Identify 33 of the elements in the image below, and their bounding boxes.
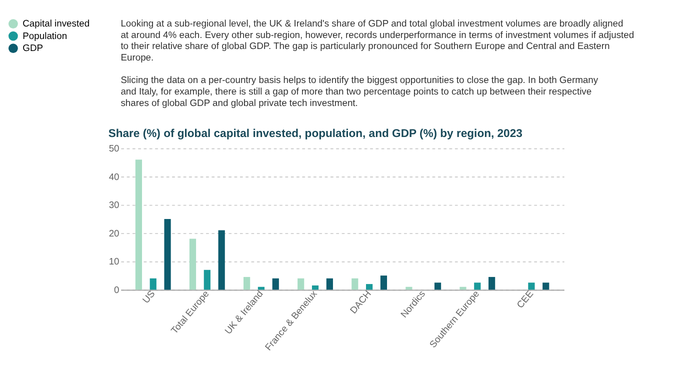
bar [460,286,466,290]
y-tick-label: 40 [108,170,120,182]
chart-title: Share (%) of global capital invested, population, and GDP (%) by region, 2023 [108,128,522,140]
bar [189,238,196,290]
y-tick-label: 30 [108,199,120,210]
bar [352,278,358,290]
legend-label: Capital invested [22,18,90,29]
bar [312,285,319,290]
bar [542,282,550,290]
y-tick-label: 20 [108,227,120,238]
bar [204,270,210,290]
bar [164,218,171,290]
x-tick-label: US [140,288,157,306]
bar [272,278,279,290]
bar [528,282,535,290]
bar [366,284,373,290]
bar [135,160,142,290]
bar [380,276,388,290]
bar [434,282,442,290]
bar [244,276,250,290]
text: Slicing the data on a per-country basis helps to identify the biggest opportunities to close the gap. In both Germany and Italy, for example, there is still a gap of more than two percentage points to catch up between their respective shares of global GDP and global private tech investment. [120,74,598,108]
bar [298,278,304,290]
bar [474,282,481,290]
bar [326,278,333,290]
bar [488,276,496,290]
bar [218,230,225,290]
bar [150,278,156,290]
text: Looking at a sub-regional level, the UK & Ireland's share of GDP and total global investment volumes are broadly aligned at around 4% each. Every other sub-region, however, records underperformance in terms of investment volumes if adjusted to their relative share of global GDP. The gap is particularly pronounced for Southern Europe and Central and Eastern Europe. [120,18,634,63]
y-tick-label: 10 [108,256,120,267]
y-tick-label: 0 [114,284,120,295]
legend-label: GDP [22,42,44,54]
legend-label: Population [22,30,68,41]
y-tick-label: 50 [108,142,120,154]
